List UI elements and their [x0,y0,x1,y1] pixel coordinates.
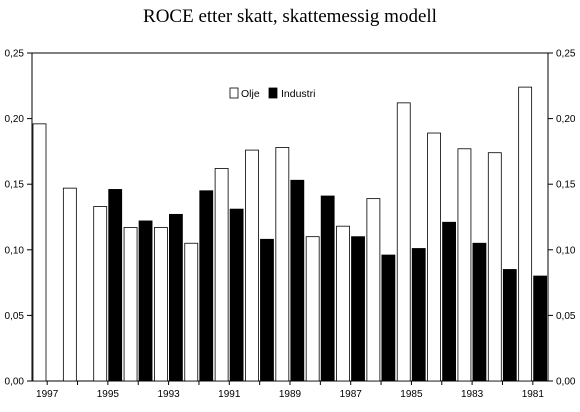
bar-industri-1987 [351,236,365,382]
legend-label-olje: Olje [241,88,260,100]
y-tick-label-left: 0,05 [5,311,25,322]
bar-olje-1988 [305,236,320,382]
y-tick-label-right: 0,00 [556,377,576,388]
y-tick-label-left: 0,15 [5,180,25,191]
bar-industri-1995 [108,189,123,382]
y-tick-label-right: 0,20 [556,114,576,125]
bar-industri-1989 [290,179,305,382]
bar-industri-1981 [533,275,548,382]
x-tick-label-1981: 1981 [522,389,545,400]
y-tick-label-left: 0,20 [5,114,25,125]
y-tick-label-left: 0,25 [5,49,25,60]
x-tick-label-1987: 1987 [340,389,363,400]
x-tick-label-1997: 1997 [36,389,59,400]
bar-industri-1992 [199,190,214,382]
bar-industri-1990 [260,238,274,382]
bar-olje-1997 [32,123,47,382]
bar-industri-1983 [472,242,487,382]
legend-label-industri: Industri [281,88,315,100]
bar-industri-1991 [229,208,244,382]
bar-olje-1992 [184,242,199,382]
y-tick-label-left: 0,00 [5,377,25,388]
y-tick-label-right: 0,25 [556,49,576,60]
x-tick-label-1989: 1989 [279,389,302,400]
bar-industri-1985 [411,248,426,382]
plot-area: 0,00 0,00 0,05 0,05 0,10 0,10 0,15 0,15 0,20 0,20… [5,49,576,401]
bar-olje-1983 [457,148,472,382]
x-tick-label-1991: 1991 [218,389,241,400]
x-tick-label-1993: 1993 [157,389,180,400]
bar-olje-1995 [93,206,108,382]
bar-olje-1984 [427,132,441,382]
bar-olje-1990 [245,149,259,382]
bar-olje-1986 [366,198,381,382]
x-tick-label-1995: 1995 [97,389,120,400]
bar-olje-1981 [518,86,533,382]
x-tick-label-1983: 1983 [461,389,484,400]
bar-industri-1988 [320,195,335,382]
y-tick-label-right: 0,15 [556,180,576,191]
y-tick-label-right: 0,10 [556,245,576,256]
bar-industri-1994 [138,220,153,382]
bar-industri-1984 [442,221,456,382]
bar-olje-1985 [396,102,411,382]
bar-industri-1986 [381,254,396,382]
y-tick-label-right: 0,05 [556,311,576,322]
x-tick-label-1985: 1985 [400,389,423,400]
bar-olje-1982 [487,152,502,382]
bar-olje-1987 [336,225,350,382]
bar-industri-1993 [169,213,183,382]
bar-olje-1996 [62,187,77,382]
bar-olje-1991 [214,168,229,382]
legend: Olje Industri [229,87,315,100]
y-tick-label-left: 0,10 [5,245,25,256]
bar-olje-1994 [123,227,138,382]
legend-swatch-industri [268,87,278,99]
bar-olje-1989 [275,147,290,382]
bar-industri-1982 [502,269,517,382]
legend-swatch-olje [229,87,239,99]
bar-olje-1993 [154,227,168,382]
chart-title: ROCE etter skatt, skattemessig modell [143,6,437,27]
